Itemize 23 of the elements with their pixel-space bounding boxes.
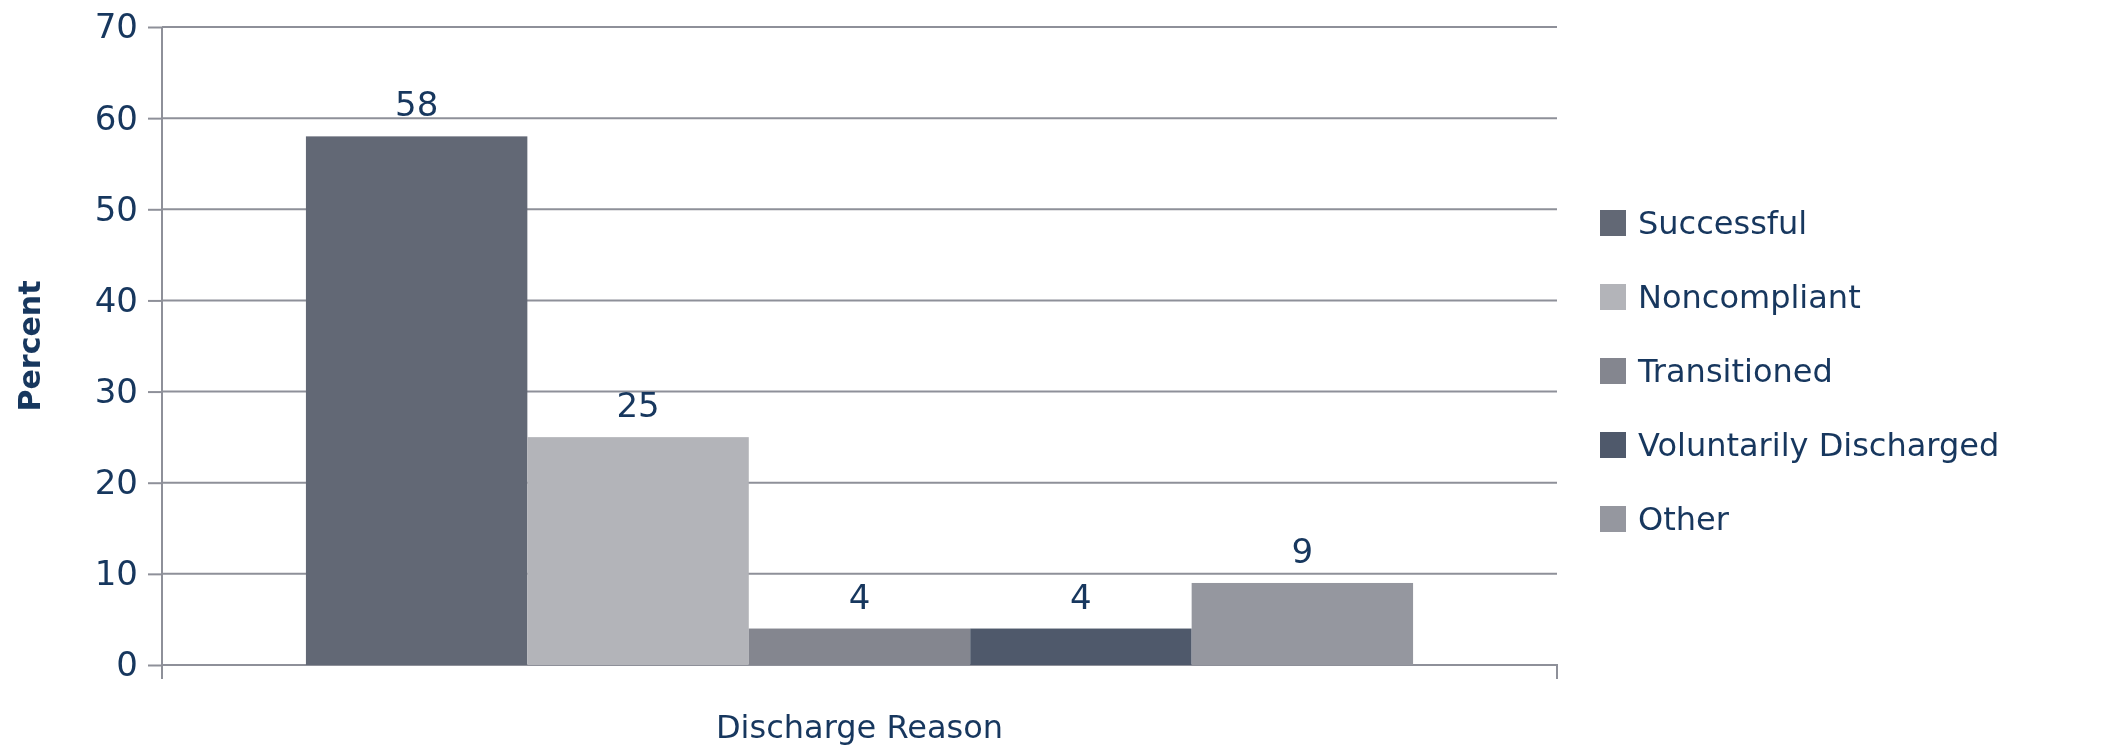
legend-label: Voluntarily Discharged xyxy=(1638,426,2000,464)
y-tick-label: 50 xyxy=(94,188,138,229)
bar xyxy=(305,136,528,665)
data-label: 58 xyxy=(395,84,439,125)
legend-label: Other xyxy=(1638,500,1730,538)
legend-label: Successful xyxy=(1638,204,1808,242)
legend-label: Transitioned xyxy=(1637,352,1833,390)
y-tick-label: 30 xyxy=(94,370,138,411)
y-tick-label: 60 xyxy=(94,97,138,138)
bar xyxy=(527,437,749,665)
data-label: 4 xyxy=(1070,576,1092,617)
y-axis-title: Percent xyxy=(12,280,47,412)
y-tick-label: 0 xyxy=(116,644,138,685)
data-label: 4 xyxy=(848,576,871,617)
data-label: 25 xyxy=(616,385,660,426)
bar xyxy=(970,628,1192,665)
y-tick-label: 70 xyxy=(94,6,138,47)
legend-label: Noncompliant xyxy=(1638,278,1861,316)
y-tick-label: 20 xyxy=(94,462,138,503)
data-label: 9 xyxy=(1291,530,1314,571)
y-tick-label: 40 xyxy=(94,279,138,320)
x-axis-title: Discharge Reason xyxy=(715,708,1004,746)
y-tick-label: 10 xyxy=(94,553,138,594)
